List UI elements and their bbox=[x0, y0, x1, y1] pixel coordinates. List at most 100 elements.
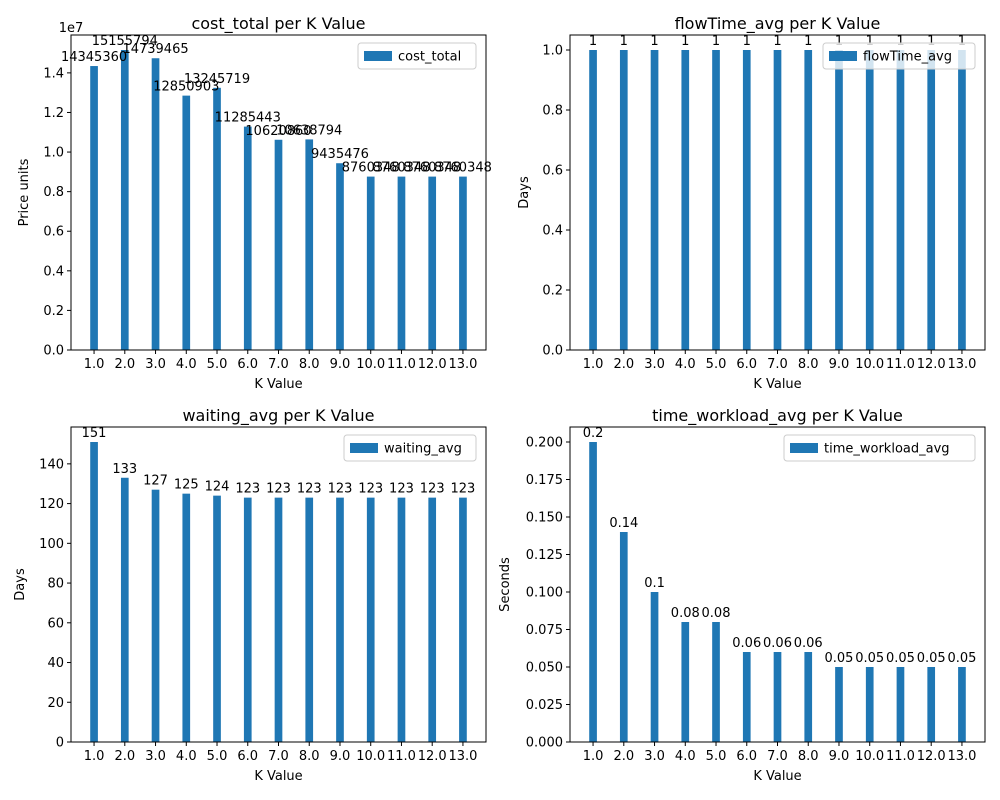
data-label: 0.05 bbox=[947, 651, 976, 666]
x-tick-label: 6.0 bbox=[736, 357, 757, 372]
y-tick-label: 0.000 bbox=[526, 736, 563, 751]
data-label: 0.08 bbox=[671, 606, 700, 621]
x-tick-label: 12.0 bbox=[418, 749, 447, 764]
x-tick-label: 7.0 bbox=[767, 357, 788, 372]
legend-label: flowTime_avg bbox=[863, 50, 952, 65]
bar bbox=[213, 87, 221, 351]
chart-panel-3: 151 133 127 125 124 123 123 123 123 123 123 123 123 1… bbox=[13, 406, 487, 784]
x-tick-label: 10.0 bbox=[855, 357, 884, 372]
y-tick-label: 0.150 bbox=[526, 511, 563, 526]
bar bbox=[336, 497, 344, 742]
chart-title: cost_total per K Value bbox=[191, 14, 365, 34]
bar bbox=[90, 442, 98, 742]
x-tick-label: 3.0 bbox=[644, 749, 665, 764]
y-axis-label: Days bbox=[13, 568, 28, 601]
y-axis-label: Price units bbox=[17, 158, 32, 226]
chart-panel-4: 0.20.140.10.08 0.080.06 0.06 0.060.05 0.05 0.… bbox=[498, 406, 986, 784]
bar bbox=[927, 50, 936, 350]
data-label: 1 bbox=[866, 34, 874, 49]
data-label: 9435476 bbox=[311, 147, 369, 162]
y-tick-label: 1.4 bbox=[43, 66, 64, 81]
y-tick-label: 60 bbox=[47, 616, 64, 631]
chart-title: flowTime_avg per K Value bbox=[675, 14, 881, 34]
y-tick-label: 0 bbox=[56, 736, 64, 751]
data-label: 1 bbox=[712, 34, 720, 49]
data-label: 123 bbox=[328, 482, 353, 497]
chart-panel-2: 1 1 1 1 1 1 1 1 1 1 1 1 11.0 2.0 3.0 4.0 5.0 6.0 7.0 8.0 9.0… bbox=[517, 14, 986, 392]
bar bbox=[958, 667, 966, 742]
x-tick-label: 8.0 bbox=[798, 749, 819, 764]
x-tick-label: 4.0 bbox=[176, 357, 197, 372]
data-label: 123 bbox=[451, 482, 476, 497]
data-label: 1 bbox=[743, 34, 751, 49]
x-tick-label: 5.0 bbox=[706, 357, 727, 372]
data-label: 133 bbox=[112, 462, 137, 477]
bar bbox=[650, 50, 659, 350]
x-tick-label: 3.0 bbox=[644, 357, 665, 372]
legend: time_workload_avg bbox=[783, 434, 976, 462]
data-label: 125 bbox=[174, 478, 199, 493]
y-tick-label: 1.0 bbox=[43, 146, 64, 161]
bar bbox=[274, 497, 283, 742]
data-label: 1 bbox=[958, 34, 966, 49]
legend-label: cost_total bbox=[398, 50, 461, 65]
bar bbox=[428, 497, 437, 742]
bar bbox=[650, 592, 659, 742]
bar bbox=[619, 50, 628, 350]
x-tick-label: 4.0 bbox=[675, 749, 696, 764]
x-tick-label: 8.0 bbox=[299, 749, 320, 764]
bar bbox=[151, 58, 160, 350]
x-axis-label: K Value bbox=[753, 377, 801, 392]
x-tick-label: 8.0 bbox=[798, 357, 819, 372]
data-label: 124 bbox=[205, 480, 230, 495]
x-tick-label: 2.0 bbox=[613, 749, 634, 764]
y-tick-label: 100 bbox=[39, 537, 64, 552]
data-label: 1 bbox=[620, 34, 628, 49]
bar bbox=[459, 176, 467, 350]
y-tick-label: 0.2 bbox=[43, 304, 64, 319]
bar bbox=[927, 667, 936, 742]
bar bbox=[865, 50, 874, 350]
y-tick-label: 140 bbox=[39, 457, 64, 472]
bar bbox=[742, 652, 751, 742]
bar bbox=[151, 489, 160, 742]
x-tick-label: 12.0 bbox=[917, 749, 946, 764]
x-tick-label: 6.0 bbox=[237, 749, 258, 764]
data-label: 0.06 bbox=[794, 636, 823, 651]
x-tick-label: 2.0 bbox=[114, 749, 135, 764]
data-label: 8760348 bbox=[403, 161, 461, 176]
data-label: 0.05 bbox=[855, 651, 884, 666]
x-tick-label: 12.0 bbox=[917, 357, 946, 372]
bar bbox=[366, 176, 375, 350]
y-tick-label: 0.8 bbox=[542, 104, 563, 119]
x-tick-label: 1.0 bbox=[84, 749, 105, 764]
x-tick-label: 5.0 bbox=[207, 357, 228, 372]
x-tick-label: 6.0 bbox=[736, 749, 757, 764]
data-label: 1 bbox=[589, 34, 597, 49]
bar bbox=[243, 497, 252, 742]
x-tick-label: 8.0 bbox=[299, 357, 320, 372]
y-tick-label: 0.025 bbox=[526, 698, 563, 713]
data-label: 123 bbox=[389, 482, 414, 497]
data-label: 15155794 bbox=[92, 34, 158, 49]
x-tick-label: 1.0 bbox=[84, 357, 105, 372]
bar bbox=[896, 667, 905, 742]
x-tick-label: 13.0 bbox=[947, 357, 976, 372]
x-tick-label: 7.0 bbox=[268, 749, 289, 764]
x-tick-label: 1.0 bbox=[583, 357, 604, 372]
y-tick-label: 0.8 bbox=[43, 185, 64, 200]
bar bbox=[742, 50, 751, 350]
legend: cost_total bbox=[357, 42, 477, 70]
x-tick-label: 9.0 bbox=[829, 749, 850, 764]
data-label: 0.05 bbox=[825, 651, 854, 666]
x-tick-label: 13.0 bbox=[947, 749, 976, 764]
bar bbox=[428, 176, 437, 350]
x-tick-label: 2.0 bbox=[114, 357, 135, 372]
x-tick-label: 6.0 bbox=[237, 357, 258, 372]
bar bbox=[305, 497, 314, 742]
data-label: 1 bbox=[896, 34, 904, 49]
x-tick-label: 3.0 bbox=[145, 357, 166, 372]
x-tick-label: 7.0 bbox=[767, 749, 788, 764]
